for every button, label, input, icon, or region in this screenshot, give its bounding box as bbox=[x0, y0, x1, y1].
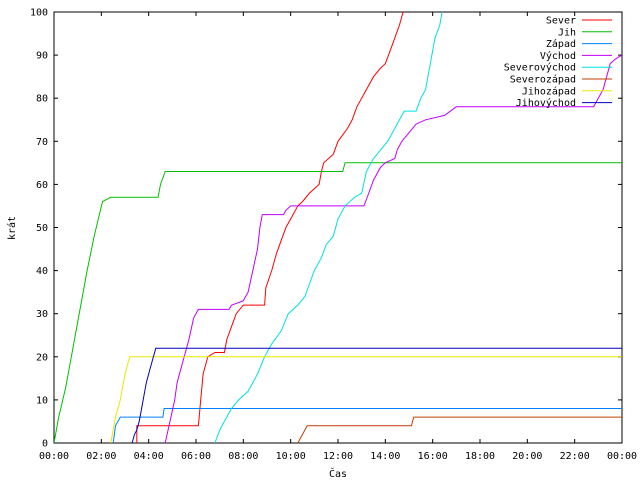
x-tick-label: 14:00 bbox=[370, 451, 400, 462]
axis-ticks: 00:00 02:00 04:00 06:00 08:00 10:00 12:00 14:00… bbox=[30, 8, 637, 463]
x-tick-label: 00:00 bbox=[39, 451, 69, 462]
legend: SeverJihZápadVýchodSeverovýchodSeverozáp… bbox=[504, 16, 612, 109]
legend-label: Východ bbox=[540, 50, 576, 62]
x-tick-label: 04:00 bbox=[134, 451, 164, 462]
legend-label: Sever bbox=[546, 16, 576, 27]
series-line-5 bbox=[214, 12, 443, 443]
x-tick-label: 08:00 bbox=[228, 451, 258, 462]
series-line-1 bbox=[136, 12, 404, 443]
y-tick-label: 0 bbox=[42, 439, 48, 450]
series-line-7 bbox=[110, 356, 622, 443]
y-tick-label: 60 bbox=[36, 180, 48, 191]
y-axis-title: krát bbox=[6, 216, 18, 240]
x-tick-label: 22:00 bbox=[560, 451, 590, 462]
legend-label: Jih bbox=[558, 27, 576, 38]
series-lines bbox=[54, 12, 622, 443]
x-tick-label: 12:00 bbox=[323, 451, 353, 462]
x-tick-label: 16:00 bbox=[418, 451, 448, 462]
y-tick-label: 10 bbox=[36, 395, 48, 406]
y-tick-label: 40 bbox=[36, 266, 48, 277]
y-tick-label: 50 bbox=[36, 223, 48, 234]
x-axis-title: Čas bbox=[329, 467, 347, 480]
y-tick-label: 100 bbox=[30, 8, 48, 19]
y-tick-label: 30 bbox=[36, 309, 48, 320]
x-tick-label: 20:00 bbox=[512, 451, 542, 462]
y-tick-label: 80 bbox=[36, 94, 48, 105]
series-line-3 bbox=[112, 408, 622, 443]
x-tick-label: 02:00 bbox=[86, 451, 116, 462]
legend-label: Jihozápad bbox=[522, 85, 576, 97]
y-tick-label: 90 bbox=[36, 51, 48, 62]
series-line-8 bbox=[131, 347, 622, 443]
legend-label: Západ bbox=[546, 38, 576, 50]
x-tick-label: 00:00 bbox=[607, 451, 637, 462]
series-line-2 bbox=[54, 162, 622, 443]
y-tick-label: 20 bbox=[36, 352, 48, 363]
series-line-6 bbox=[297, 416, 622, 443]
x-tick-label: 18:00 bbox=[465, 451, 495, 462]
legend-label: Severovýchod bbox=[504, 62, 576, 74]
series-line-4 bbox=[164, 54, 622, 443]
x-tick-label: 06:00 bbox=[181, 451, 211, 462]
legend-label: Jihovýchod bbox=[516, 97, 576, 109]
legend-label: Severozápad bbox=[510, 74, 576, 86]
x-tick-label: 10:00 bbox=[276, 451, 306, 462]
y-tick-label: 70 bbox=[36, 137, 48, 148]
